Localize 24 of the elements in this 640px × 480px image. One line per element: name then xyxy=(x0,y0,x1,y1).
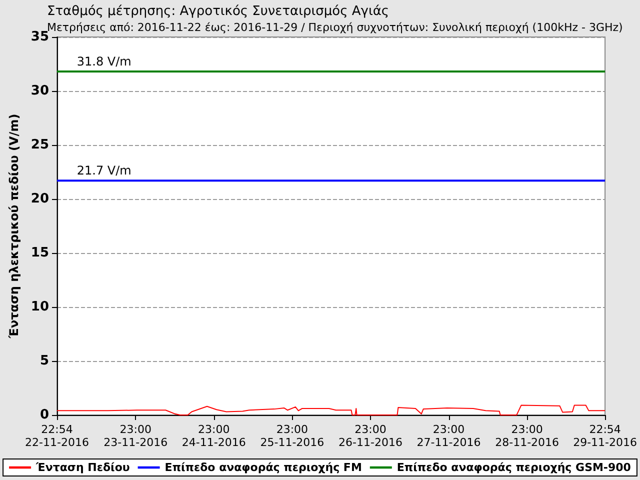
annotation: 21.7 V/m xyxy=(76,164,132,178)
annotation: 31.8 V/m xyxy=(76,54,132,69)
x-tick-label: 22:54 22-11-2016 xyxy=(25,423,89,449)
y-tick-label: 10 xyxy=(30,300,49,314)
chart-subtitle: Μετρήσεις από: 2016-11-22 έως: 2016-11-29 / Περιοχή συχνοτήτων: Συνολική περιοχή (100kHz - 3GHz) xyxy=(47,21,623,34)
y-tick-label: 25 xyxy=(30,138,49,152)
y-tick-label: 35 xyxy=(30,30,49,44)
y-tick-label: 30 xyxy=(30,84,49,98)
x-tick-label: 23:00 28-11-2016 xyxy=(495,423,560,449)
y-tick-label: 15 xyxy=(30,246,49,260)
chart-title: Σταθμός μέτρησης: Αγροτικός Συνεταιρισμός Αγιάς xyxy=(47,4,390,19)
y-tick-label: 20 xyxy=(30,192,49,206)
y-axis-title: Ένταση ηλεκτρικού πεδίου (V/m) xyxy=(7,114,21,340)
x-tick-label: 22:54 29-11-2016 xyxy=(573,423,638,449)
x-tick-label: 23:00 25-11-2016 xyxy=(260,423,324,449)
x-tick-label: 23:00 24-11-2016 xyxy=(182,423,246,449)
x-tick-label: 23:00 27-11-2016 xyxy=(416,423,481,449)
y-tick-label: 5 xyxy=(40,354,49,368)
legend-label: Ένταση Πεδίου xyxy=(35,461,130,474)
legend-label: Επίπεδο αναφοράς περιοχής GSM-900 xyxy=(396,461,632,474)
legend-label: Επίπεδο αναφοράς περιοχής FM xyxy=(164,461,362,474)
x-tick-label: 23:00 23-11-2016 xyxy=(104,423,168,449)
y-tick-label: 0 xyxy=(40,408,49,422)
x-tick-label: 23:00 26-11-2016 xyxy=(338,423,402,449)
